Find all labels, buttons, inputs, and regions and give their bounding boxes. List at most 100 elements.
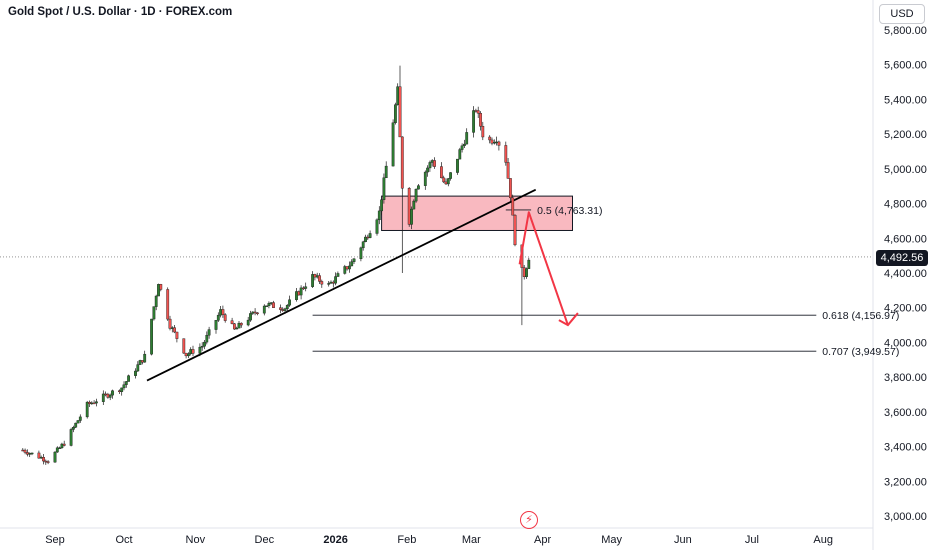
candle-body <box>23 449 27 453</box>
candle-body <box>55 447 59 453</box>
candle-body <box>465 132 469 145</box>
y-tick-label: 3,400.00 <box>884 442 927 454</box>
x-tick-label: Dec <box>255 534 275 546</box>
candle-body <box>216 314 220 321</box>
candle-body <box>219 309 222 316</box>
candle-body <box>384 165 388 179</box>
candle-body <box>460 145 464 150</box>
candle-body <box>348 265 351 270</box>
x-tick-label: 2026 <box>323 534 347 546</box>
candle-body <box>400 136 404 189</box>
candle-body <box>267 303 271 307</box>
candle-body <box>302 287 305 290</box>
candle-body <box>440 166 443 179</box>
candle-body <box>394 104 397 123</box>
candle-body <box>44 460 48 463</box>
y-tick-label: 5,600.00 <box>884 60 927 72</box>
candle-body <box>382 177 386 200</box>
lightning-icon[interactable]: ⚡ <box>520 511 538 529</box>
candle-body <box>343 266 347 274</box>
candle-body <box>175 331 179 339</box>
candle-body <box>442 177 446 183</box>
projection-arrow[interactable] <box>518 211 569 326</box>
candle-body <box>214 320 218 330</box>
candle-body <box>430 160 434 163</box>
y-tick-label: 5,800.00 <box>884 25 927 37</box>
candle-body <box>46 461 50 463</box>
candle-body <box>476 110 480 114</box>
x-tick-label: Jul <box>745 534 759 546</box>
x-tick-label: Feb <box>397 534 416 546</box>
candle-body <box>203 341 206 347</box>
candle-body <box>168 318 172 329</box>
candle-body <box>481 126 485 138</box>
candle-body <box>74 422 78 428</box>
candle-body <box>58 447 62 449</box>
trend-line[interactable] <box>146 188 537 382</box>
candle-body <box>26 452 29 455</box>
candle-body <box>446 178 450 185</box>
candle-body <box>28 453 32 455</box>
candle-body <box>186 353 190 357</box>
candle-body <box>150 318 153 355</box>
candle-body <box>391 122 395 167</box>
candle-body <box>173 327 176 333</box>
y-tick-label: 3,000.00 <box>884 511 927 523</box>
candle-body <box>315 275 319 278</box>
candle-body <box>352 258 356 262</box>
candle-body <box>265 305 268 308</box>
candle-body <box>345 266 349 270</box>
candle-body <box>251 311 255 314</box>
candle-body <box>509 178 512 199</box>
x-tick-label: Apr <box>534 534 551 546</box>
candle-body <box>138 360 142 365</box>
candle-body <box>398 86 402 138</box>
candle-body <box>506 162 510 179</box>
candle-body <box>313 274 317 278</box>
candle-body <box>281 309 285 311</box>
candle-body <box>297 291 301 296</box>
candle-body <box>76 420 80 424</box>
candle-body <box>488 136 492 141</box>
candle-body <box>136 364 140 372</box>
currency-selector[interactable]: USD <box>879 4 925 24</box>
candle-body <box>490 139 494 144</box>
candle-body <box>122 384 126 389</box>
candle-body <box>433 160 436 167</box>
candle-body <box>327 283 331 285</box>
candle-body <box>249 313 252 321</box>
candle-body <box>350 261 354 267</box>
y-tick-label: 4,400.00 <box>884 268 927 280</box>
y-tick-label: 3,600.00 <box>884 407 927 419</box>
candle-body <box>288 299 291 306</box>
x-tick-label: Aug <box>813 534 833 546</box>
candle-body <box>426 167 429 173</box>
candle-body <box>458 149 462 160</box>
candle-body <box>198 346 202 354</box>
candle-body <box>152 306 156 320</box>
candle-body <box>444 181 448 185</box>
candle-body <box>78 416 82 421</box>
candle-body <box>479 113 482 127</box>
candle-body <box>331 281 335 284</box>
candle-body <box>182 338 186 354</box>
candle-body <box>295 291 298 300</box>
candle-body <box>272 302 275 308</box>
candle-body <box>423 171 427 186</box>
candle-body <box>269 302 273 304</box>
candle-body <box>101 393 105 402</box>
candle-body <box>262 305 266 314</box>
candle-body <box>157 284 160 297</box>
candle-body <box>92 402 96 405</box>
x-tick-label: Jun <box>674 534 692 546</box>
y-tick-label: 4,000.00 <box>884 337 927 349</box>
candle-body <box>414 188 418 202</box>
candle-body <box>140 360 144 363</box>
x-tick-label: Mar <box>462 534 481 546</box>
candle-body <box>71 427 75 430</box>
x-tick-label: Sep <box>45 534 65 546</box>
candle-body <box>366 236 370 239</box>
candle-body <box>94 401 98 404</box>
candle-body <box>21 449 25 452</box>
